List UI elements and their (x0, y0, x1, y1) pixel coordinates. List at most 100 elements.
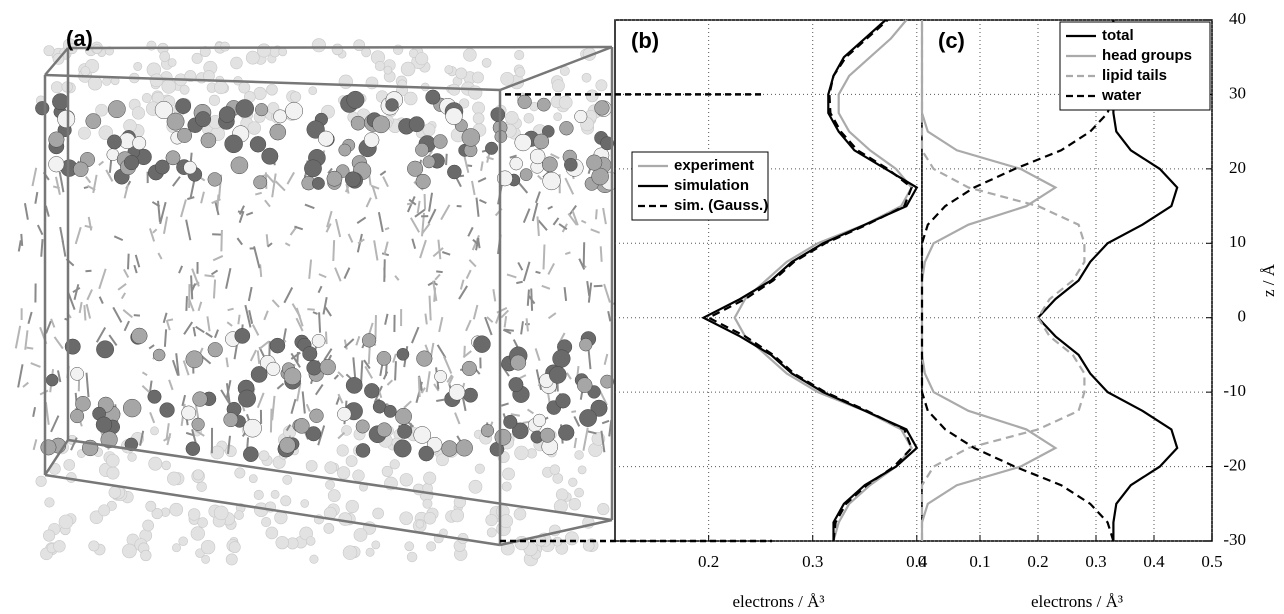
water-sphere (200, 539, 216, 555)
water-sphere (423, 512, 437, 525)
lipid-chain (83, 185, 89, 190)
x-tick-label: 0.2 (698, 552, 719, 571)
legend-label: experiment (674, 157, 754, 174)
head-sphere (407, 160, 424, 177)
water-sphere (261, 517, 272, 528)
lipid-chain (44, 402, 50, 425)
head-sphere (425, 89, 441, 105)
head-sphere (455, 439, 473, 457)
lipid-chain (226, 321, 233, 327)
head-sphere (576, 377, 593, 393)
y-tick-label: -20 (1223, 455, 1246, 474)
head-sphere (555, 393, 571, 409)
lipid-chain (357, 238, 365, 245)
lipid-chain (191, 268, 200, 287)
head-sphere (326, 170, 343, 187)
head-sphere (494, 428, 512, 446)
head-sphere (517, 94, 532, 109)
lipid-chain (305, 403, 311, 412)
lipid-chain (586, 430, 597, 435)
head-sphere (441, 440, 458, 457)
head-sphere (183, 160, 197, 175)
lipid-chain (263, 310, 269, 321)
lipid-chain (168, 379, 174, 391)
lipid-chain (274, 180, 286, 192)
lipid-chain (373, 240, 379, 261)
head-sphere (73, 161, 89, 178)
lipid-chain (411, 238, 417, 249)
water-sphere (374, 60, 385, 72)
head-sphere (154, 100, 173, 120)
lipid-chain (603, 353, 609, 366)
y-tick-label: 20 (1229, 158, 1246, 177)
water-sphere (247, 121, 261, 135)
lipid-chain (406, 202, 413, 206)
lipid-chain (14, 325, 22, 349)
lipid-chain (32, 439, 38, 451)
head-sphere (223, 412, 239, 428)
water-sphere (336, 444, 349, 457)
lipid-chain (587, 348, 592, 370)
lipid-chain (512, 339, 519, 348)
water-sphere (415, 52, 429, 66)
lipid-chain (284, 242, 291, 247)
water-sphere (108, 486, 122, 499)
head-sphere (337, 407, 352, 422)
lipid-chain (425, 371, 431, 393)
head-sphere (509, 156, 523, 171)
head-sphere (273, 109, 288, 124)
lipid-chain (355, 335, 361, 346)
water-sphere (63, 459, 76, 471)
lipid-chain (204, 274, 215, 278)
water-sphere (278, 47, 288, 57)
lipid-chain (134, 254, 141, 268)
lipid-chain (163, 329, 168, 347)
lipid-chain (269, 408, 273, 433)
head-sphere (519, 168, 533, 182)
lipid-chain (108, 334, 118, 347)
lipid-chain (85, 303, 92, 319)
head-sphere (485, 141, 499, 155)
head-sphere (235, 99, 254, 118)
lipid-chain (367, 322, 374, 336)
head-sphere (132, 136, 147, 151)
head-sphere (122, 398, 142, 418)
lipid-chain (27, 311, 33, 325)
y-tick-label: 40 (1229, 9, 1246, 28)
lipid-chain (438, 316, 444, 333)
lipid-chain (85, 176, 92, 184)
lipid-chain (496, 306, 508, 314)
box-edge (44, 473, 501, 547)
lipid-chain (364, 365, 374, 379)
head-sphere (261, 147, 279, 165)
water-sphere (568, 477, 578, 487)
head-sphere (45, 373, 59, 387)
lipid-chain (486, 153, 491, 163)
lipid-chain (593, 284, 603, 288)
lipid-chain (454, 412, 461, 425)
lipid-chain (414, 208, 426, 218)
head-sphere (195, 111, 212, 128)
lipid-chain (141, 371, 148, 377)
lipid-chain (285, 424, 292, 432)
lipid-chain (36, 224, 44, 236)
water-sphere (167, 58, 177, 67)
panel-label: (b) (631, 28, 659, 53)
water-sphere (499, 514, 513, 529)
lipid-chain (441, 251, 451, 256)
head-sphere (238, 389, 256, 408)
water-sphere (256, 43, 271, 58)
lipid-chain (314, 384, 324, 396)
lipid-chain (175, 353, 180, 376)
water-sphere (95, 103, 108, 117)
lipid-chain (294, 225, 304, 231)
head-sphere (600, 136, 615, 151)
lipid-chain (477, 177, 487, 183)
water-sphere (199, 46, 211, 57)
water-sphere (455, 67, 468, 80)
water-sphere (463, 48, 477, 62)
water-sphere (44, 497, 55, 508)
lipid-chain (550, 153, 560, 160)
lipid-chain (463, 155, 470, 173)
water-sphere (127, 452, 137, 462)
